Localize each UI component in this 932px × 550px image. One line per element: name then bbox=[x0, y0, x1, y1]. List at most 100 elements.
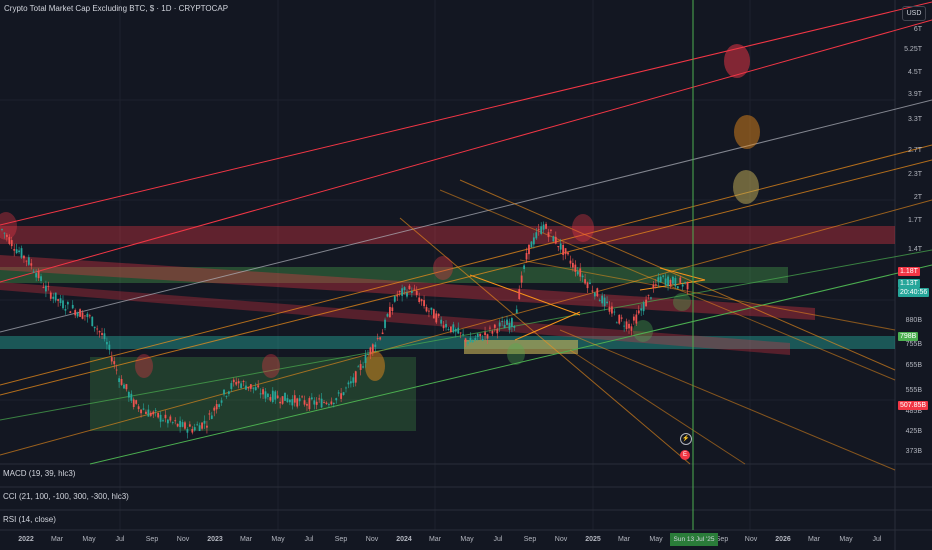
red-diagonal-band-1 bbox=[0, 255, 815, 320]
x-tick: Nov bbox=[554, 536, 568, 543]
y-tick: 755B bbox=[905, 341, 922, 348]
indicator-macd[interactable]: MACD (19, 39, hlc3) bbox=[3, 469, 76, 478]
candle-body bbox=[130, 393, 133, 401]
candle-body bbox=[430, 307, 433, 310]
currency-button[interactable]: USD bbox=[902, 6, 926, 21]
y-tick: 485B bbox=[905, 408, 922, 415]
candle-body bbox=[315, 401, 318, 405]
candle-body bbox=[559, 243, 562, 250]
candle-body bbox=[91, 316, 94, 327]
x-tick: May bbox=[460, 536, 474, 543]
candle-body bbox=[154, 410, 157, 412]
candle-body bbox=[262, 389, 264, 395]
candle-body bbox=[625, 321, 628, 330]
candle-body bbox=[652, 284, 655, 289]
candle-body bbox=[576, 271, 579, 275]
x-tick: Mar bbox=[617, 536, 631, 543]
candle-body bbox=[672, 276, 674, 284]
candle-body bbox=[686, 281, 689, 290]
candle-body bbox=[254, 387, 257, 391]
candle-body bbox=[589, 282, 591, 284]
x-tick: Jul bbox=[872, 536, 882, 543]
candle-body bbox=[457, 327, 460, 334]
candle-body bbox=[445, 323, 447, 328]
chart-title: Crypto Total Market Cap Excluding BTC, $… bbox=[4, 4, 229, 13]
x-tick: Sep bbox=[334, 536, 348, 543]
candle-body bbox=[440, 319, 443, 324]
candle-body bbox=[259, 393, 262, 395]
x-tick: Sep bbox=[715, 536, 729, 543]
candle-body bbox=[59, 298, 62, 304]
candle-body bbox=[88, 315, 91, 317]
candle-body bbox=[281, 396, 284, 404]
candle-body bbox=[225, 396, 228, 398]
candle-body bbox=[147, 409, 150, 417]
candle-body bbox=[159, 414, 162, 422]
candle-body bbox=[32, 271, 35, 273]
candle-body bbox=[145, 411, 147, 414]
candle-body bbox=[584, 279, 586, 284]
candle-body bbox=[218, 404, 221, 408]
x-tick: 2024 bbox=[396, 536, 412, 543]
candle-body bbox=[210, 415, 213, 419]
candle-body bbox=[118, 378, 121, 383]
candle-body bbox=[496, 329, 499, 334]
candle-body bbox=[506, 319, 508, 325]
candle-body bbox=[271, 390, 274, 403]
candle-body bbox=[676, 286, 679, 289]
candle-body bbox=[501, 321, 504, 322]
candle-body bbox=[503, 324, 506, 329]
candle-body bbox=[62, 300, 64, 309]
y-tick: 2.3T bbox=[907, 171, 922, 178]
candle-body bbox=[474, 338, 477, 341]
candle-body bbox=[603, 297, 606, 307]
candle-body bbox=[54, 292, 57, 301]
candle-body bbox=[535, 232, 538, 239]
candle-body bbox=[206, 425, 208, 428]
candle-body bbox=[276, 395, 279, 399]
candle-body bbox=[8, 237, 11, 244]
candle-body bbox=[635, 314, 638, 324]
candle-body bbox=[452, 324, 455, 333]
x-tick: 2025 bbox=[585, 536, 601, 543]
candle-body bbox=[115, 369, 118, 371]
x-tick: Sep bbox=[145, 536, 159, 543]
candle-body bbox=[325, 402, 328, 404]
candle-body bbox=[359, 364, 362, 370]
indicator-rsi[interactable]: RSI (14, close) bbox=[3, 515, 56, 524]
y-tick: 555B bbox=[905, 387, 922, 394]
candle-body bbox=[1, 229, 3, 230]
candle-body bbox=[581, 275, 584, 278]
candle-body bbox=[530, 241, 533, 248]
candle-body bbox=[79, 309, 81, 317]
indicator-cci[interactable]: CCI (21, 100, -100, 300, -300, hlc3) bbox=[3, 492, 129, 501]
candle-body bbox=[306, 404, 308, 406]
candle-body bbox=[437, 313, 440, 316]
candle-body bbox=[303, 400, 306, 405]
flash-event-icon[interactable]: ⚡ bbox=[680, 433, 692, 445]
candle-body bbox=[442, 325, 445, 329]
y-tick: 3.3T bbox=[907, 116, 922, 123]
candle-body bbox=[425, 307, 428, 312]
candle-body bbox=[167, 419, 169, 424]
candle-body bbox=[491, 330, 494, 334]
candle-body bbox=[179, 420, 181, 428]
candle-body bbox=[393, 296, 396, 302]
x-tick: Jul bbox=[493, 536, 503, 543]
earnings-event-icon[interactable]: E bbox=[680, 450, 690, 460]
candle-body bbox=[613, 311, 616, 313]
candle-body bbox=[330, 401, 333, 405]
x-tick: Mar bbox=[50, 536, 64, 543]
candle-body bbox=[513, 326, 516, 328]
candle-body bbox=[459, 332, 462, 334]
candle-body bbox=[69, 311, 72, 313]
candle-body bbox=[537, 229, 540, 231]
x-tick: Jul bbox=[115, 536, 125, 543]
candle-body bbox=[284, 392, 286, 401]
candle-body bbox=[384, 319, 386, 328]
candle-body bbox=[554, 236, 557, 244]
current-price-tag: 1.13T bbox=[898, 279, 920, 288]
candle-body bbox=[242, 380, 245, 382]
